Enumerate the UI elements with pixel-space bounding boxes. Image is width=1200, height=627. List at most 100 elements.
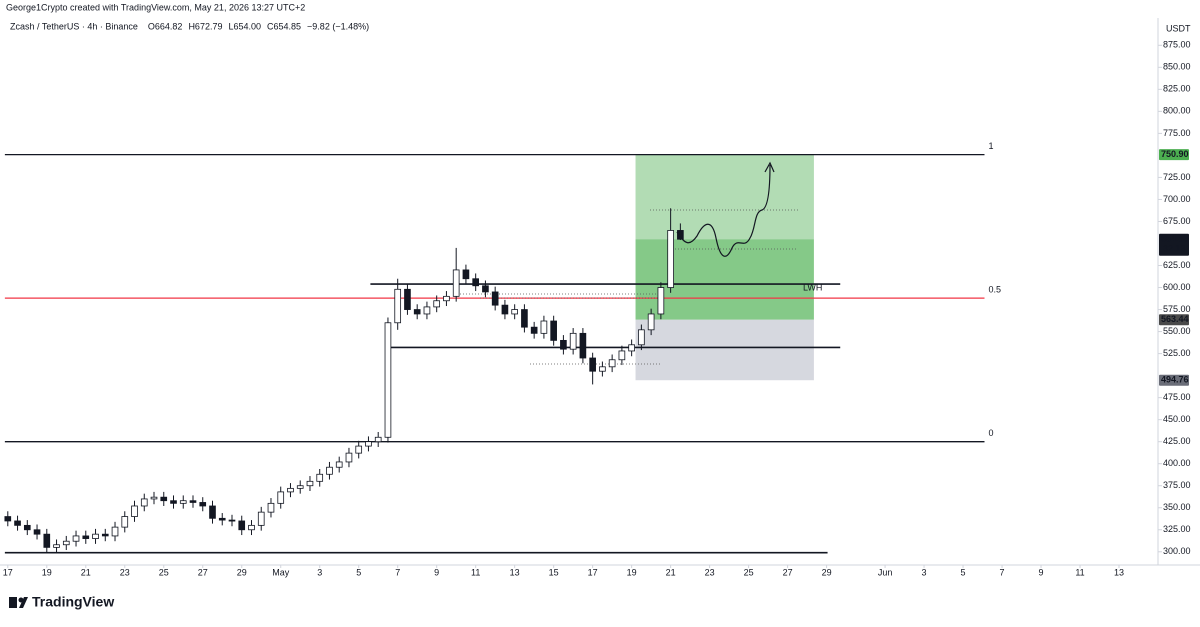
candle-body [170, 500, 177, 504]
x-tick-label: 9 [434, 567, 439, 577]
candle-body [189, 500, 197, 503]
x-tick-label: 19 [42, 567, 52, 577]
y-tick-label: 425.00 [1163, 436, 1191, 446]
price-label-bg [1159, 314, 1189, 326]
y-tick-label: 400.00 [1163, 458, 1191, 468]
y-tick-label: 600.00 [1163, 282, 1191, 292]
candle-body [101, 533, 109, 537]
x-tick-label: 3 [922, 567, 927, 577]
y-tick-label: 575.00 [1163, 304, 1191, 314]
candle-body [452, 269, 460, 297]
candle-body [462, 269, 470, 280]
fib-label: 0.5 [988, 284, 1001, 294]
candle-body [355, 445, 363, 454]
candle-body [62, 540, 70, 546]
candle-body [384, 322, 392, 438]
candle-body [287, 487, 294, 493]
candle-body [335, 461, 343, 468]
x-tick-label: 7 [1000, 567, 1005, 577]
candle-body [23, 524, 31, 531]
candle-body [326, 466, 333, 475]
candle-body [472, 278, 480, 287]
ohlc-readout: L654.00 [228, 21, 261, 31]
price-countdown: 32:13 [1163, 244, 1186, 254]
candle-body [638, 329, 645, 346]
y-tick-label: 450.00 [1163, 414, 1191, 424]
x-tick-label: 29 [822, 567, 832, 577]
candle-body [413, 309, 421, 315]
candle-body [53, 544, 60, 548]
candle-body [491, 291, 499, 306]
x-tick-label: 19 [627, 567, 637, 577]
candle-body [121, 516, 129, 528]
y-tick-label: 700.00 [1163, 194, 1191, 204]
x-tick-label: 17 [3, 567, 13, 577]
y-tick-label: 350.00 [1163, 502, 1191, 512]
author-line: George1Crypto created with TradingView.c… [6, 2, 305, 12]
candle-body [160, 496, 168, 502]
ohlc-readout: −9.82 (−1.48%) [307, 21, 369, 31]
x-tick-label: 21 [666, 567, 676, 577]
candle-body [667, 230, 674, 288]
fib-label: 1 [988, 141, 993, 151]
candle-body [569, 332, 577, 350]
y-tick-label: 625.00 [1163, 260, 1191, 270]
candle-body [657, 287, 665, 315]
price-label-bg [1159, 374, 1189, 386]
y-tick-label: 525.00 [1163, 348, 1191, 358]
x-tick-label: 15 [549, 567, 559, 577]
y-tick-label: 775.00 [1163, 128, 1191, 138]
ohlc-readout: O664.82 [148, 21, 183, 31]
price-label-bg [1159, 149, 1189, 161]
candle-body [306, 480, 314, 487]
y-unit: USDT [1166, 23, 1191, 33]
candle-body [647, 313, 655, 331]
candle-body [540, 320, 548, 334]
x-tick-label: 13 [1114, 567, 1124, 577]
x-tick-label: 11 [1075, 567, 1084, 577]
candle-body [267, 502, 275, 513]
candle-body [296, 485, 304, 489]
ohlc-readout: H672.79 [188, 21, 222, 31]
price-label: 494.76 [1161, 375, 1189, 385]
price-label: 563.44 [1161, 314, 1189, 324]
candle-body [589, 357, 596, 372]
candle-body [33, 529, 41, 535]
y-tick-label: 850.00 [1163, 62, 1191, 72]
candle-body [82, 535, 90, 539]
candle-body [92, 533, 99, 539]
candle-body [404, 288, 411, 310]
candle-body [111, 526, 119, 537]
x-tick-label: 9 [1039, 567, 1044, 577]
price-label: 750.90 [1161, 149, 1189, 159]
x-tick-label: 3 [317, 567, 322, 577]
y-tick-label: 325.00 [1163, 524, 1191, 534]
x-tick-label: 5 [356, 567, 361, 577]
projection-path [676, 164, 771, 257]
candle-body [521, 309, 528, 328]
x-tick-label: 11 [471, 567, 480, 577]
candle-body [443, 295, 450, 302]
candle-body [599, 366, 606, 372]
candle-body [618, 350, 626, 361]
candle-body [131, 505, 138, 517]
fib-label: 0 [988, 428, 993, 438]
candle-body [530, 326, 538, 334]
candle-body [677, 230, 684, 240]
candle-body [14, 520, 21, 526]
candle-body [150, 496, 158, 500]
candle-body [140, 498, 148, 507]
candle-body [345, 452, 353, 463]
stop-zone [635, 319, 814, 381]
brand-logo [9, 597, 28, 608]
x-tick-label: 25 [159, 567, 169, 577]
x-tick-label: 23 [705, 567, 715, 577]
x-tick-label: 5 [961, 567, 966, 577]
target-zone [635, 154, 814, 240]
x-tick-label: 23 [120, 567, 130, 577]
ohlc-readout: C654.85 [267, 21, 301, 31]
candle-body [579, 332, 587, 359]
candle-body [628, 344, 635, 352]
candle-body [608, 359, 616, 368]
